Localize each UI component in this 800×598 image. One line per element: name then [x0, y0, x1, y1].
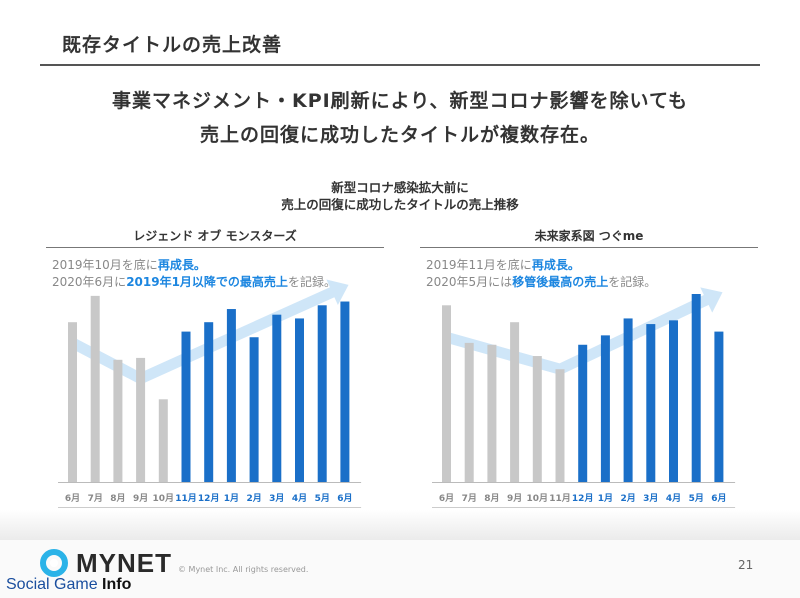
bar-6月: [340, 301, 350, 482]
tick-label: 1月: [224, 493, 239, 504]
bar-1月: [226, 309, 236, 482]
tick-label: 5月: [315, 493, 330, 504]
bar-2月: [623, 318, 633, 482]
chart-note-2: 2020年6月に2019年1月以降での最高売上を記録。: [52, 273, 336, 290]
tick-label: 6月: [65, 493, 80, 504]
tick-label: 10月: [527, 493, 549, 504]
note-highlight: 移管後最高の売上: [512, 275, 609, 289]
chart-title-mirai-kakeizu: 未来家系図 つぐme: [534, 229, 644, 243]
tick-label: 6月: [711, 493, 726, 504]
chart-note-1: 2019年10月を底に再成長。: [52, 256, 206, 273]
note-highlight: 再成長。: [157, 258, 206, 272]
tick-label: 8月: [484, 493, 499, 504]
headline-line-2: 売上の回復に成功したタイトルが複数存在。: [199, 124, 600, 146]
bar-11月: [555, 369, 565, 482]
tick-label: 11月: [549, 493, 571, 504]
bar-chart-mirai-kakeizu: 6月7月8月9月10月11月12月1月2月3月4月5月6月20192020: [432, 287, 736, 523]
bar-8月: [113, 359, 123, 482]
trend-arrow-head: [326, 279, 349, 305]
bar-6月: [714, 331, 724, 482]
tick-label: 5月: [689, 493, 704, 504]
footer-shadow: [0, 510, 800, 540]
bar-8月: [487, 344, 497, 482]
chart-title-legend-of-monsters: レジェンド オブ モンスターズ: [133, 229, 297, 243]
tick-label: 6月: [439, 493, 454, 504]
bar-9月: [136, 357, 146, 482]
tick-label: 7月: [88, 493, 103, 504]
title-divider: [40, 64, 760, 66]
tick-label: 3月: [643, 493, 658, 504]
note-highlight: 再成長。: [531, 258, 580, 272]
note-text: 2019年11月を底に: [426, 258, 532, 272]
bar-3月: [272, 314, 282, 482]
note-text: 2019年10月を底に: [52, 258, 158, 272]
tick-label: 7月: [462, 493, 477, 504]
headline-line-1: 事業マネジメント・KPI刷新により、新型コロナ影響を除いても: [111, 90, 689, 112]
note-text: 2020年6月に: [52, 275, 127, 289]
tick-label: 12月: [198, 493, 220, 504]
bar-3月: [646, 324, 656, 482]
page-number: 21: [738, 558, 754, 572]
subhead-line-2: 売上の回復に成功したタイトルの売上推移: [281, 197, 519, 212]
watermark-text-bold: Info: [102, 576, 132, 593]
bar-6月: [68, 322, 77, 482]
copyright: © Mynet Inc. All rights reserved.: [178, 565, 309, 574]
tick-label: 9月: [507, 493, 522, 504]
trend-arrow-head: [700, 287, 723, 313]
tick-label: 3月: [269, 493, 284, 504]
bar-1月: [600, 335, 610, 482]
bar-5月: [691, 294, 701, 482]
bar-chart-legend-of-monsters: 6月7月8月9月10月11月12月1月2月3月4月5月6月20192020: [58, 279, 362, 523]
chart-note-1: 2019年11月を底に再成長。: [426, 256, 580, 273]
note-text: を記録。: [608, 275, 657, 289]
watermark: Social Game Info: [6, 576, 131, 594]
page-title: 既存タイトルの売上改善: [62, 34, 283, 56]
note-text: 2020年5月には: [426, 275, 513, 289]
tick-label: 2月: [620, 493, 635, 504]
tick-label: 4月: [292, 493, 307, 504]
chart-note-2: 2020年5月には移管後最高の売上を記録。: [426, 273, 656, 290]
bar-10月: [532, 356, 542, 482]
tick-label: 12月: [572, 493, 594, 504]
tick-label: 9月: [133, 493, 148, 504]
note-text: を記録。: [287, 275, 336, 289]
subhead-line-1: 新型コロナ感染拡大前に: [331, 180, 469, 195]
chart-divider: [420, 247, 758, 248]
bar-4月: [669, 320, 678, 482]
bar-12月: [204, 322, 214, 482]
tick-label: 6月: [337, 493, 352, 504]
tick-label: 1月: [598, 493, 613, 504]
mynet-logo-icon: [40, 549, 68, 577]
bar-10月: [158, 399, 168, 482]
bar-2月: [249, 337, 259, 482]
tick-label: 2月: [246, 493, 261, 504]
bar-12月: [578, 344, 588, 482]
bar-11月: [181, 331, 191, 482]
chart-divider: [46, 247, 384, 248]
footer: [0, 540, 800, 598]
bar-7月: [90, 295, 100, 482]
bar-5月: [317, 305, 327, 482]
bar-6月: [442, 305, 451, 482]
tick-label: 8月: [110, 493, 125, 504]
tick-label: 10月: [153, 493, 175, 504]
tick-label: 11月: [175, 493, 197, 504]
tick-label: 4月: [666, 493, 681, 504]
watermark-text: Social Game: [6, 576, 103, 593]
bar-7月: [464, 342, 474, 482]
bar-9月: [510, 322, 520, 482]
bar-4月: [295, 318, 304, 482]
mynet-logo-text: MYNET: [76, 548, 172, 578]
note-highlight: 2019年1月以降での最高売上: [126, 275, 288, 289]
